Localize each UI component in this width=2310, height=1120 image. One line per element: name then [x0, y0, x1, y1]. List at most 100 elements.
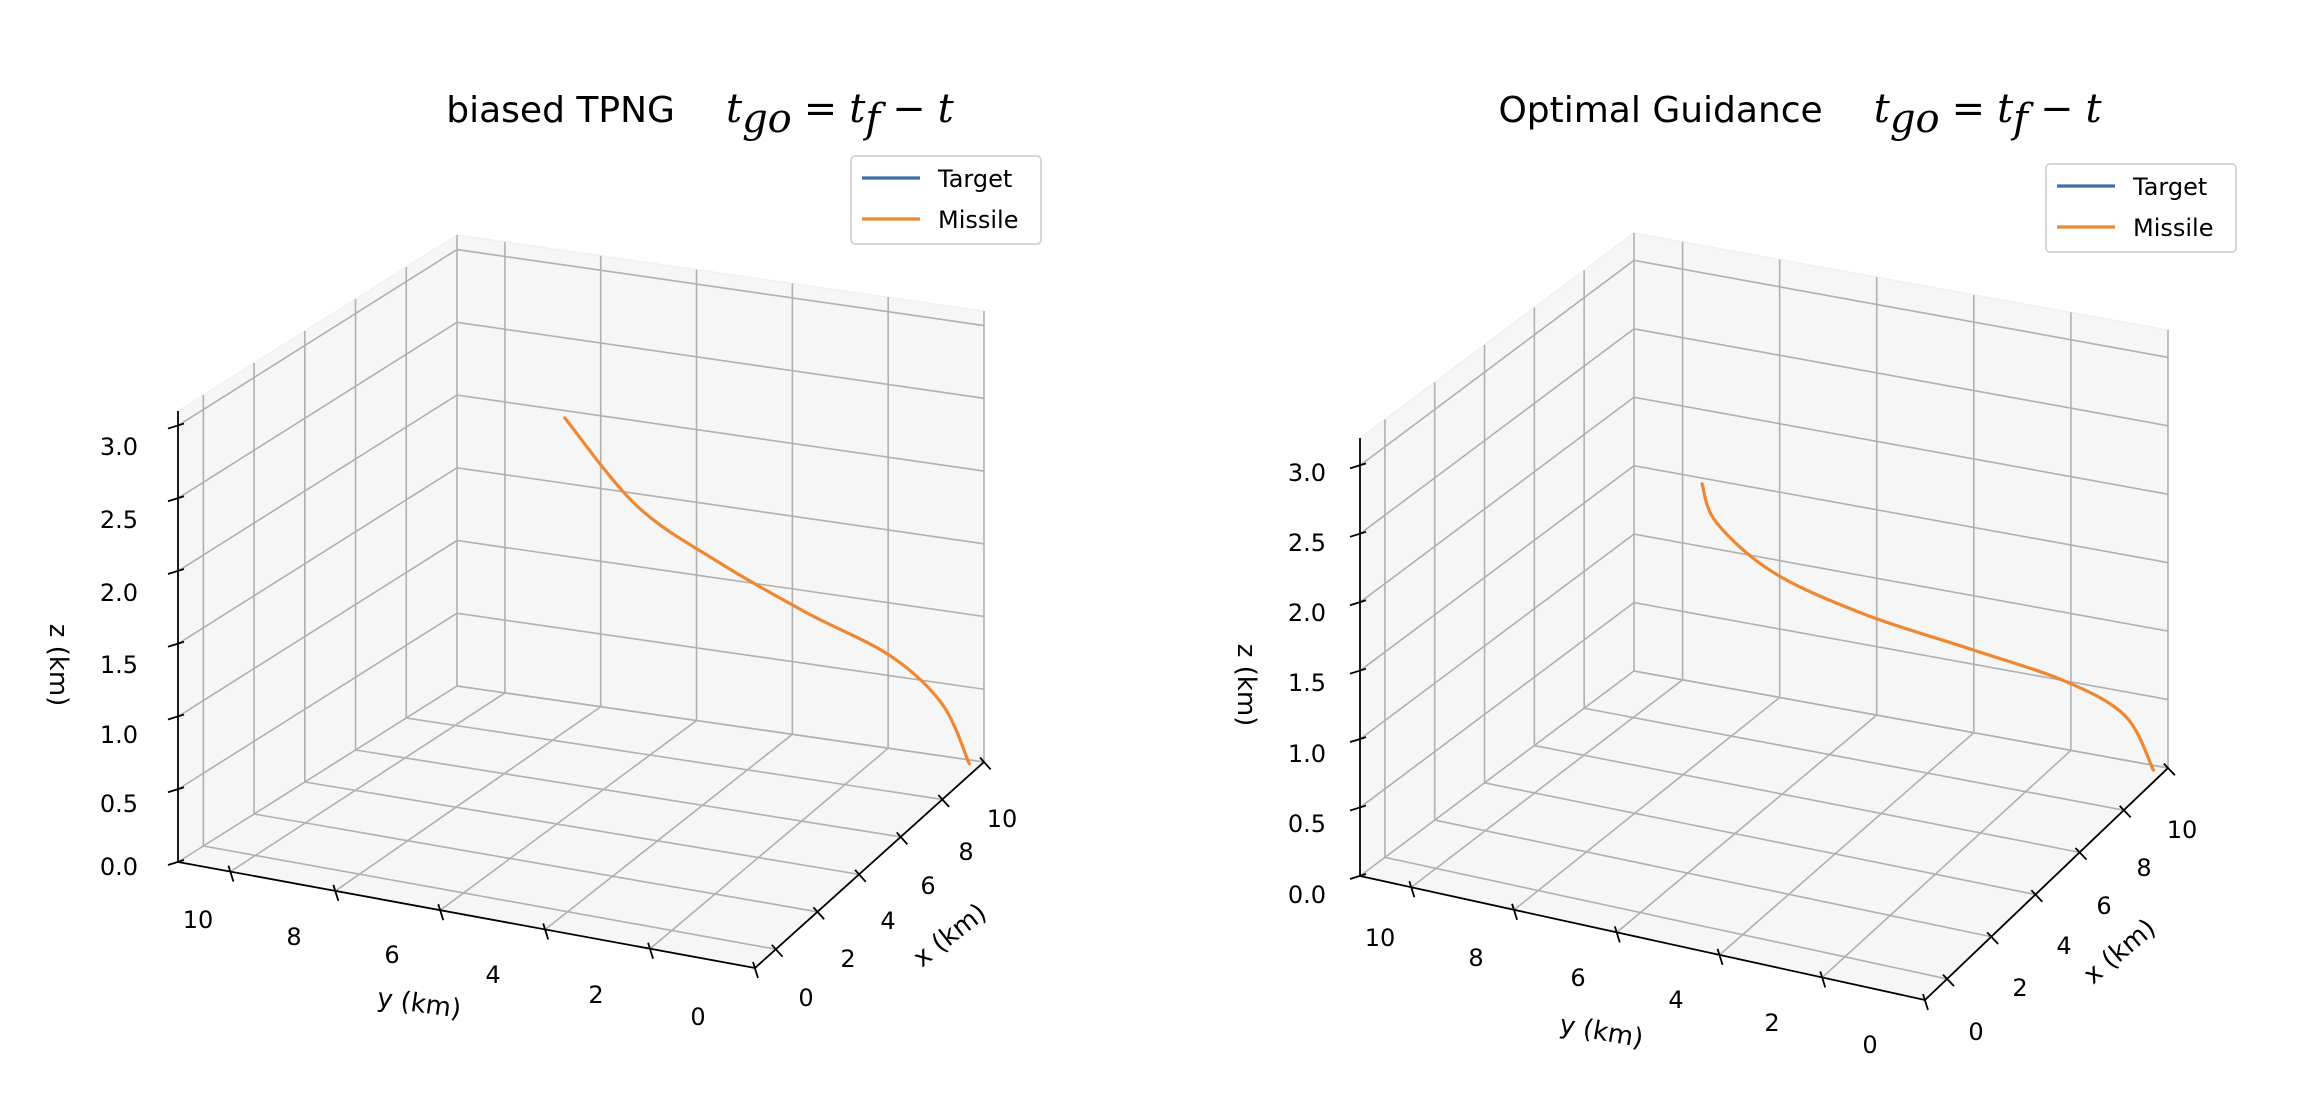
y-axis-line — [1359, 875, 1926, 1001]
x-gridline — [406, 717, 943, 801]
y-gridline — [1410, 679, 1684, 888]
y-tick — [1819, 971, 1827, 988]
y-tick — [227, 865, 235, 882]
z-tick — [167, 713, 185, 721]
z-gridline — [177, 321, 985, 499]
y-gridline — [1616, 714, 1878, 933]
z-gridline — [177, 466, 985, 645]
x-gridline — [1384, 856, 1948, 980]
z-tick-label: 1.0 — [1288, 740, 1326, 768]
x-tick — [812, 906, 825, 920]
subplot-biased-tpng: biased TPNG tgo = tf − t 0.0 0.5 1.0 1.5 2.0… — [43, 86, 1042, 1031]
z-tick-label: 0.5 — [1288, 810, 1326, 838]
x-tick-labels: 0 2 4 6 8 10 — [798, 805, 1017, 1012]
series-line-missile — [1700, 482, 2155, 772]
legend: Target Missile — [2045, 163, 2237, 253]
z-axis-label: z (km) — [43, 624, 73, 707]
x-tick — [2030, 889, 2044, 903]
x-gridline — [1434, 819, 1992, 938]
x-tick — [2119, 805, 2132, 819]
z-gridline — [1359, 533, 2169, 740]
axes-gridlines — [177, 235, 985, 969]
y-tick-label: 0 — [690, 1003, 705, 1031]
y-tick-label: 10 — [183, 906, 214, 934]
x-tick — [771, 944, 784, 958]
x-tick — [979, 756, 992, 771]
z-tick — [167, 568, 185, 575]
y-axis-line — [177, 861, 756, 969]
x-gridline — [203, 845, 776, 951]
axes-ticks — [167, 422, 992, 979]
y-tick-labels: 0 2 4 6 8 10 — [183, 906, 706, 1031]
z-tick-label: 0.0 — [100, 853, 138, 881]
y-gridline — [230, 692, 506, 873]
z-tick-label: 2.5 — [100, 506, 138, 534]
z-tick-label: 1.5 — [1288, 669, 1326, 697]
axes-panes — [1358, 232, 2170, 1001]
z-tick — [1349, 804, 1367, 812]
y-tick — [752, 961, 759, 979]
z-tick-label: 2.0 — [100, 579, 138, 607]
x-tick-label: 8 — [2136, 854, 2151, 882]
axes-lines — [177, 411, 985, 969]
z-tick — [167, 859, 185, 866]
y-gridline — [649, 747, 889, 950]
y-axis-label: y (km) — [375, 983, 463, 1024]
axes-panes — [176, 234, 986, 969]
y-tick-label: 10 — [1365, 924, 1396, 952]
z-gridline — [1359, 396, 2169, 603]
z-tick-label: 0.0 — [1288, 881, 1326, 909]
series-group — [1700, 482, 2155, 772]
y-tick — [332, 884, 340, 902]
legend-label-missile: Missile — [2133, 214, 2213, 242]
x-gridline — [1584, 707, 2124, 811]
z-tick — [167, 786, 185, 794]
x-tick-label: 0 — [1968, 1018, 1983, 1046]
z-tick-label: 1.5 — [100, 651, 138, 679]
z-tick-label: 0.5 — [100, 790, 138, 818]
z-gridline — [1359, 601, 2169, 809]
y-tick-label: 8 — [286, 923, 301, 951]
legend-label-target: Target — [2132, 173, 2207, 201]
axes-gridlines — [1359, 233, 2169, 1001]
x-tick-label: 0 — [798, 984, 813, 1012]
x-tick-labels: 0 2 4 6 8 10 — [1968, 816, 2197, 1046]
z-gridline — [177, 685, 985, 863]
x-tick — [2163, 763, 2176, 776]
x-tick — [1986, 931, 1999, 945]
chart-title: Optimal Guidance tgo = tf − t — [1498, 86, 2102, 142]
z-gridline — [177, 248, 985, 427]
y-gridline — [544, 733, 793, 931]
z-gridline — [177, 539, 985, 718]
axes-ticks — [1349, 462, 2176, 1011]
x-tick-label: 6 — [920, 872, 935, 900]
y-tick — [1716, 948, 1724, 966]
z-tick — [167, 495, 185, 503]
y-tick-label: 0 — [1862, 1031, 1877, 1059]
x-tick-label: 4 — [2056, 932, 2071, 960]
z-gridline — [1359, 327, 2169, 535]
z-gridline — [177, 394, 985, 572]
y-axis-label: y (km) — [1557, 1010, 1645, 1054]
y-gridline — [1821, 749, 2072, 979]
legend: Target Missile — [850, 155, 1042, 245]
z-tick-labels: 0.0 0.5 1.0 1.5 2.0 2.5 3.0 — [1288, 459, 1326, 909]
z-tick — [167, 422, 185, 430]
x-tick-label: 6 — [2096, 892, 2111, 920]
z-tick-label: 1.0 — [100, 721, 138, 749]
x-tick-label: 10 — [987, 805, 1018, 833]
x-tick — [937, 794, 950, 808]
y-tick-label: 6 — [1570, 964, 1585, 992]
y-gridline — [439, 719, 698, 911]
z-tick-labels: 0.0 0.5 1.0 1.5 2.0 2.5 3.0 — [100, 433, 138, 881]
x-axis-line — [754, 761, 985, 969]
chart-title: biased TPNG tgo = tf − t — [446, 86, 954, 142]
z-tick-label: 3.0 — [1288, 459, 1326, 487]
y-tick-label: 4 — [1668, 986, 1683, 1014]
y-tick — [1511, 903, 1518, 921]
z-gridline — [177, 612, 985, 790]
z-tick — [1349, 599, 1367, 607]
y-tick-label: 8 — [1468, 944, 1483, 972]
z-gridline — [1359, 464, 2169, 672]
